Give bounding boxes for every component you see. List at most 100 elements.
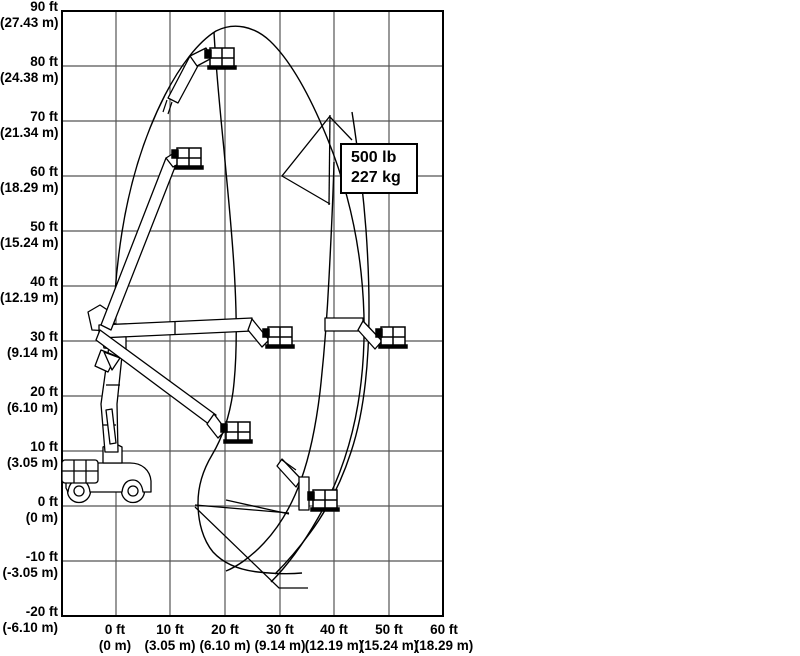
plot-border	[61, 10, 444, 617]
y-tick-ft: 0 ft	[37, 494, 58, 509]
y-axis-tick-30ft: 30 ft (9.14 m)	[0, 329, 58, 360]
x-axis-tick-30ft: 30 ft (9.14 m)	[240, 622, 320, 653]
x-tick-ft: 40 ft	[320, 622, 348, 637]
machine-elbow-link	[103, 351, 121, 371]
x-axis-tick-50ft: 50 ft (15.24 m)	[349, 622, 429, 653]
x-tick-ft: 10 ft	[156, 622, 184, 637]
y-tick-ft: 30 ft	[30, 329, 58, 344]
y-tick-m: (9.14 m)	[6, 344, 58, 360]
x-tick-ft: 20 ft	[211, 622, 239, 637]
lower-boom-cylinder	[105, 408, 117, 445]
platform-basket-10ft	[220, 421, 253, 444]
y-axis-tick-20ft: 20 ft (6.10 m)	[0, 384, 58, 415]
x-tick-m: (6.10 m)	[199, 637, 251, 653]
x-axis-tick-0ft: 0 ft (0 m)	[75, 622, 155, 653]
capacity-kg: 227 kg	[351, 169, 401, 186]
y-tick-m: (0 m)	[25, 509, 58, 525]
inner-work-envelope-curve	[197, 31, 303, 575]
x-axis-tick-20ft: 20 ft (6.10 m)	[185, 622, 265, 653]
boom-to-60ft-platform	[100, 157, 178, 331]
mid-work-envelope-curve	[225, 161, 335, 572]
y-tick-m: (-6.10 m)	[2, 619, 58, 635]
y-axis-tick-10ft: 10 ft (3.05 m)	[0, 439, 58, 470]
y-axis-tick-neg20ft: -20 ft (-6.10 m)	[0, 604, 58, 635]
lower-tie-line-a	[194, 504, 290, 514]
y-axis-tick-60ft: 60 ft (18.29 m)	[0, 164, 59, 195]
x-tick-ft: 60 ft	[430, 622, 458, 637]
outer-work-envelope-curve	[113, 25, 365, 583]
x-axis-tick-40ft: 40 ft (12.19 m)	[294, 622, 374, 653]
basket-control-box	[220, 423, 228, 433]
grid-lines	[61, 10, 444, 617]
platform-basket-30ft-right	[375, 326, 408, 349]
x-tick-m: (12.19 m)	[304, 637, 364, 653]
y-tick-ft: -20 ft	[25, 604, 58, 619]
basket-floor	[378, 344, 408, 349]
boom-geometry-line-a	[281, 115, 331, 205]
y-tick-m: (21.34 m)	[0, 124, 59, 140]
basket-control-box	[375, 328, 383, 338]
y-tick-m: (15.24 m)	[0, 234, 59, 250]
low-reach-boom	[276, 458, 302, 488]
platform-basket-60ft	[171, 147, 204, 170]
capacity-label-box: 500 lb 227 kg	[340, 143, 418, 194]
y-tick-m: (24.38 m)	[0, 69, 59, 85]
y-axis-tick-50ft: 50 ft (15.24 m)	[0, 219, 59, 250]
x-tick-ft: 30 ft	[266, 622, 294, 637]
y-tick-ft: -10 ft	[25, 549, 58, 564]
x-tick-ft: 0 ft	[104, 622, 126, 637]
boom-geometry-line-b	[329, 116, 353, 141]
y-tick-ft: 90 ft	[30, 0, 58, 14]
y-tick-m: (6.10 m)	[6, 399, 58, 415]
x-tick-ft: 50 ft	[375, 622, 403, 637]
y-axis-tick-70ft: 70 ft (21.34 m)	[0, 109, 59, 140]
lower-tie-line-b	[194, 506, 308, 589]
right-boom-horizontal	[324, 317, 364, 332]
x-tick-m: (3.05 m)	[144, 637, 196, 653]
y-tick-ft: 40 ft	[30, 274, 58, 289]
reach-limit-right-curve	[274, 111, 370, 575]
basket-control-box	[171, 149, 179, 159]
x-tick-m: (18.29 m)	[414, 637, 474, 653]
basket-floor	[223, 439, 253, 444]
x-tick-m: (0 m)	[98, 637, 132, 653]
x-tick-m: (9.14 m)	[254, 637, 306, 653]
y-tick-ft: 70 ft	[30, 109, 58, 124]
x-axis-tick-10ft: 10 ft (3.05 m)	[130, 622, 210, 653]
basket-control-box	[262, 328, 270, 338]
boom-tail-80ft	[162, 99, 173, 115]
basket-control-box	[307, 491, 315, 501]
machine-front-wheel-hub	[127, 485, 139, 497]
y-tick-m: (3.05 m)	[6, 454, 58, 470]
y-axis-tick-80ft: 80 ft (24.38 m)	[0, 54, 59, 85]
y-tick-ft: 60 ft	[30, 164, 58, 179]
low-reach-boom-tail	[281, 459, 297, 471]
platform-basket-0ft	[307, 489, 340, 512]
y-axis-tick-0ft: 0 ft (0 m)	[0, 494, 58, 525]
basket-floor	[310, 507, 340, 512]
machine-rear-wheel-hub	[73, 485, 85, 497]
y-tick-m: (12.19 m)	[0, 289, 59, 305]
basket-floor	[207, 65, 237, 70]
boom-apex-guide-line	[328, 114, 331, 206]
x-tick-m: (15.24 m)	[359, 637, 419, 653]
x-axis-tick-60ft: 60 ft (18.29 m)	[404, 622, 484, 653]
platform-baskets	[171, 47, 408, 512]
y-tick-m: (27.43 m)	[0, 14, 59, 30]
y-tick-ft: 20 ft	[30, 384, 58, 399]
platform-basket-30ft-mid	[262, 326, 295, 349]
y-tick-m: (-3.05 m)	[2, 564, 58, 580]
y-tick-ft: 10 ft	[30, 439, 58, 454]
y-axis-tick-90ft: 90 ft (27.43 m)	[0, 0, 59, 30]
capacity-lb: 500 lb	[351, 149, 397, 166]
lower-tie-line-c	[225, 499, 290, 515]
y-tick-m: (18.29 m)	[0, 179, 59, 195]
basket-floor	[174, 165, 204, 170]
y-axis-tick-neg10ft: -10 ft (-3.05 m)	[0, 549, 58, 580]
y-tick-ft: 50 ft	[30, 219, 58, 234]
basket-control-box	[204, 49, 212, 59]
basket-floor	[265, 344, 295, 349]
y-axis-tick-40ft: 40 ft (12.19 m)	[0, 274, 59, 305]
